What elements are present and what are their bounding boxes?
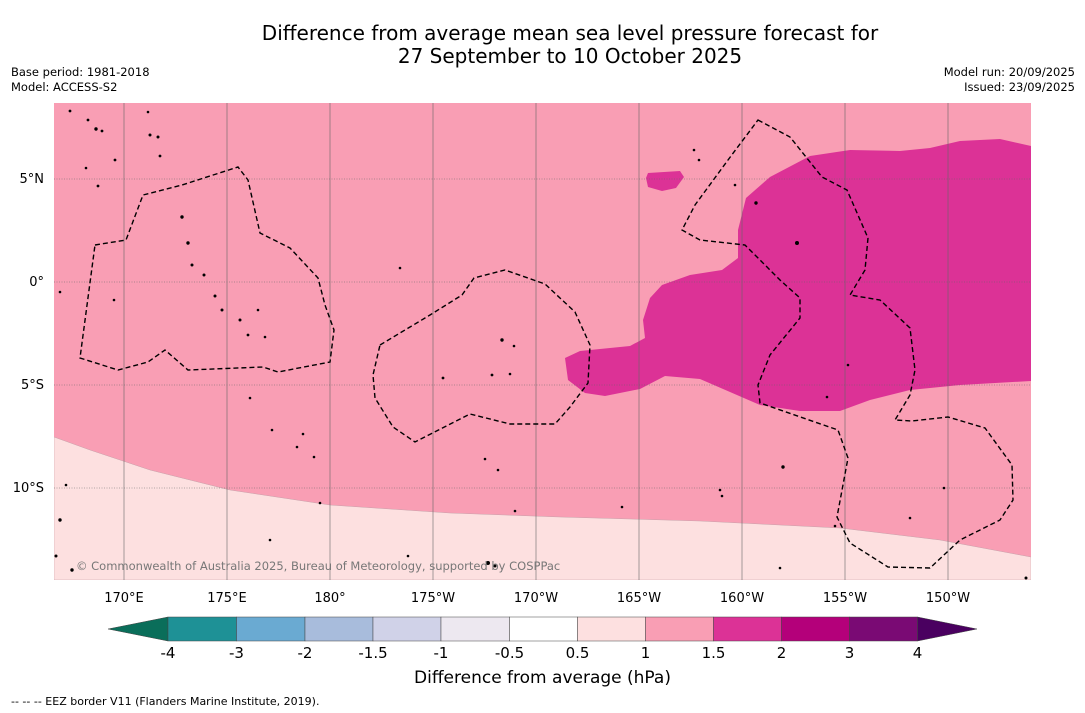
eez-borders: [79, 119, 1014, 569]
model-text: Model: ACCESS-S2: [11, 80, 118, 94]
lon-label-160w: 160°W: [720, 591, 764, 606]
colorbar-seg: [236, 616, 306, 642]
lon-label-150w: 150°W: [926, 591, 970, 606]
colorbar-seg: [167, 616, 237, 642]
map-plot: © Commonwealth of Australia 2025, Bureau…: [54, 103, 1031, 580]
colorbar-tick: 4: [913, 644, 923, 662]
colorbar-tick: -4: [161, 644, 176, 662]
contour-band-0.5-1: [54, 436, 1031, 580]
colorbar-seg: [304, 616, 374, 642]
colorbar-extend-high: [917, 616, 978, 642]
latitude-labels: 5°N 0° 5°S 10°S: [13, 172, 44, 496]
lon-label-165w: 165°W: [617, 591, 661, 606]
colorbar-tick: 1: [641, 644, 651, 662]
chart-title-line1: Difference from average mean sea level p…: [261, 21, 879, 45]
issued-text: Issued: 23/09/2025: [964, 80, 1075, 94]
contour-band-1.5-2-small: [646, 171, 684, 191]
meta-left: Base period: 1981-2018 Model: ACCESS-S2: [11, 65, 150, 95]
lon-label-180: 180°: [314, 591, 345, 606]
lat-label-5n: 5°N: [20, 172, 45, 187]
colorbar-label: Difference from average (hPa): [414, 668, 671, 688]
colorbar-tick: -1: [434, 644, 449, 662]
contour-band-1.5-2-main: [565, 139, 1031, 411]
colorbar-ticks: -4 -3 -2 -1.5 -1 -0.5 0.5 1 1.5 2 3 4: [161, 644, 923, 662]
colorbar-seg: [509, 616, 578, 642]
colorbar-seg: [713, 616, 782, 642]
colorbar-tick: 3: [845, 644, 855, 662]
eez-footnote: -- -- -- EEZ border V11 (Flanders Marine…: [11, 695, 320, 708]
colorbar-seg: [372, 616, 442, 642]
base-period-text: Base period: 1981-2018: [11, 65, 150, 79]
chart-title-line2: 27 September to 10 October 2025: [397, 44, 743, 68]
islands: [54, 109, 1028, 580]
colorbar-tick: 2: [777, 644, 787, 662]
colorbar: [107, 616, 978, 642]
lon-label-170e: 170°E: [104, 591, 144, 606]
lat-label-10s: 10°S: [13, 481, 44, 496]
lon-label-175e: 175°E: [207, 591, 247, 606]
colorbar-tick: 0.5: [566, 644, 590, 662]
lon-label-155w: 155°W: [823, 591, 867, 606]
colorbar-seg: [781, 616, 850, 642]
lat-label-5s: 5°S: [21, 378, 44, 393]
colorbar-tick: -0.5: [495, 644, 524, 662]
longitude-labels: 170°E 175°E 180° 175°W 170°W 165°W 160°W…: [104, 591, 970, 606]
colorbar-seg: [577, 616, 646, 642]
copyright-text: © Commonwealth of Australia 2025, Bureau…: [76, 559, 560, 573]
lon-label-170w: 170°W: [514, 591, 558, 606]
colorbar-tick: -2: [298, 644, 313, 662]
colorbar-seg: [849, 616, 918, 642]
lat-label-0: 0°: [29, 275, 44, 290]
colorbar-tick: 1.5: [702, 644, 726, 662]
grid-lines: [54, 103, 1031, 580]
lon-label-175w: 175°W: [411, 591, 455, 606]
colorbar-tick: -1.5: [358, 644, 387, 662]
colorbar-extend-low: [107, 616, 169, 642]
meta-right: Model run: 20/09/2025 Issued: 23/09/2025: [944, 65, 1075, 95]
model-run-text: Model run: 20/09/2025: [943, 65, 1075, 79]
colorbar-seg: [440, 616, 510, 642]
colorbar-seg: [645, 616, 714, 642]
colorbar-tick: -3: [229, 644, 244, 662]
